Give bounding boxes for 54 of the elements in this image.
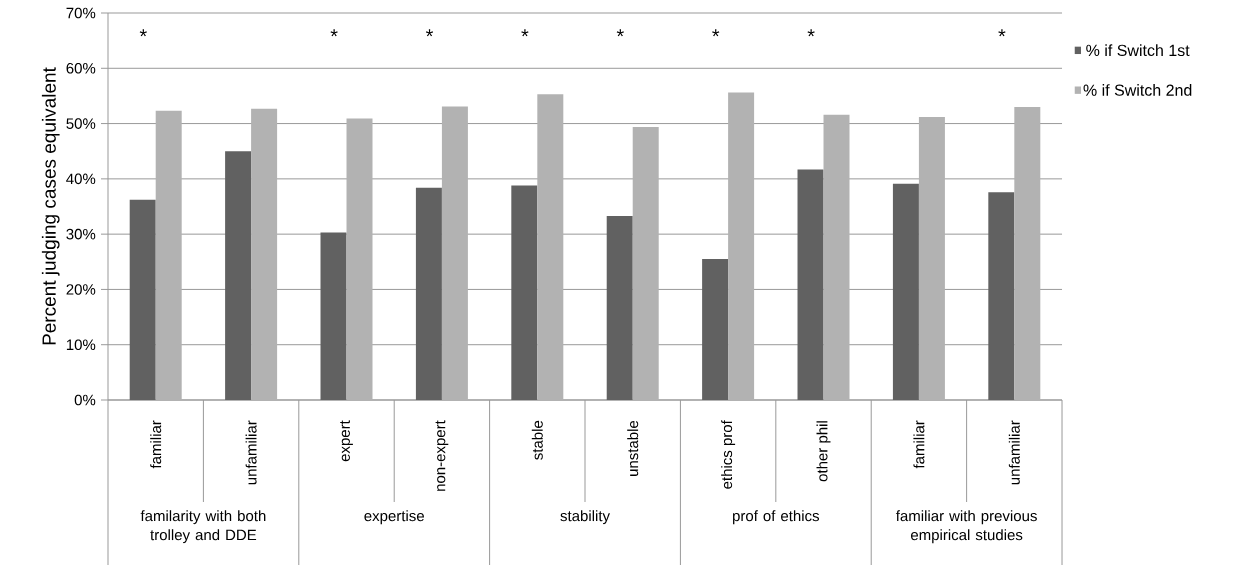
bar bbox=[537, 94, 564, 400]
y-tick-label: 0% bbox=[74, 394, 96, 406]
text: familiar with previous empirical studies bbox=[895, 510, 1037, 544]
annotation: * bbox=[139, 29, 147, 37]
annotation: * bbox=[712, 29, 720, 37]
x-tick-label: stable bbox=[531, 420, 543, 460]
x-tick-label: unfamiliar bbox=[1008, 420, 1020, 485]
bar bbox=[155, 110, 182, 400]
annotation: * bbox=[616, 29, 624, 37]
text: stability bbox=[560, 510, 610, 525]
x-tick-label: expert bbox=[340, 420, 353, 462]
y-tick-label: 70% bbox=[66, 7, 96, 19]
x-tick-label: non-expert bbox=[435, 420, 449, 491]
bar bbox=[918, 116, 945, 400]
bar bbox=[1014, 106, 1041, 400]
x-tick-label: ethics prof bbox=[721, 420, 736, 489]
annotation: * bbox=[521, 29, 529, 37]
bar bbox=[320, 232, 347, 400]
x-tick-label: unfamiliar bbox=[245, 420, 257, 485]
bar bbox=[632, 126, 659, 400]
text: prof of ethics bbox=[733, 510, 820, 525]
annotation: * bbox=[998, 29, 1006, 37]
bar bbox=[702, 259, 729, 400]
bar bbox=[225, 151, 252, 400]
text: expertise bbox=[364, 510, 424, 525]
x-tick-label: other phil bbox=[816, 421, 831, 482]
y-tick-label: 60% bbox=[66, 62, 96, 74]
annotation: * bbox=[330, 29, 338, 37]
y-tick-label: 30% bbox=[66, 228, 96, 240]
bar bbox=[251, 108, 278, 400]
y-tick-label: 40% bbox=[66, 173, 96, 185]
y-tick-label: 50% bbox=[66, 118, 96, 129]
legend-label: % if Switch 1st bbox=[1086, 44, 1190, 57]
bar bbox=[797, 169, 824, 400]
bar bbox=[415, 187, 442, 400]
x-tick-label: unstable bbox=[627, 420, 639, 476]
bar bbox=[511, 185, 538, 400]
bar bbox=[441, 106, 468, 400]
text: familarity with both trolley and DDE bbox=[140, 510, 266, 544]
annotation: * bbox=[425, 29, 434, 37]
y-tick-label: 10% bbox=[66, 339, 96, 351]
annotation: * bbox=[807, 29, 815, 37]
bar bbox=[346, 118, 373, 400]
y-axis-title: Percent judging cases equivalent bbox=[41, 67, 60, 345]
legend-label: % if Switch 2nd bbox=[1083, 84, 1192, 96]
x-tick-label: familiar bbox=[913, 420, 925, 469]
bar bbox=[988, 192, 1015, 400]
y-tick-label: 20% bbox=[66, 284, 96, 295]
bar bbox=[892, 183, 919, 400]
x-tick-label: familiar bbox=[150, 420, 162, 469]
bar bbox=[606, 215, 633, 400]
bar bbox=[823, 114, 850, 400]
bar bbox=[728, 92, 755, 400]
bar bbox=[129, 199, 156, 400]
